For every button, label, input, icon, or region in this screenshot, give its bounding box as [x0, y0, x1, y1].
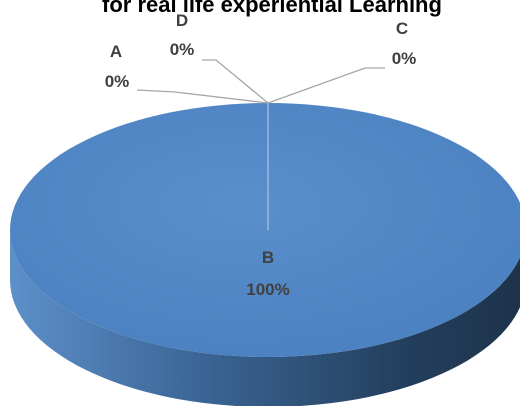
slice-b	[10, 103, 520, 357]
label-d-name: D	[176, 11, 188, 30]
label-a-name: A	[110, 42, 122, 61]
label-b-value: 100%	[246, 280, 289, 299]
label-c-value: 0%	[392, 49, 417, 68]
pie-side	[10, 230, 520, 406]
chart-title: for real life experiential Learning	[102, 0, 442, 17]
leader-line-d	[202, 59, 269, 104]
label-d-value: 0%	[170, 40, 195, 59]
label-c-name: C	[396, 19, 408, 38]
label-b-name: B	[262, 248, 274, 267]
label-a-value: 0%	[105, 72, 130, 91]
leader-line-a	[136, 89, 269, 104]
leader-line-c	[267, 67, 385, 104]
